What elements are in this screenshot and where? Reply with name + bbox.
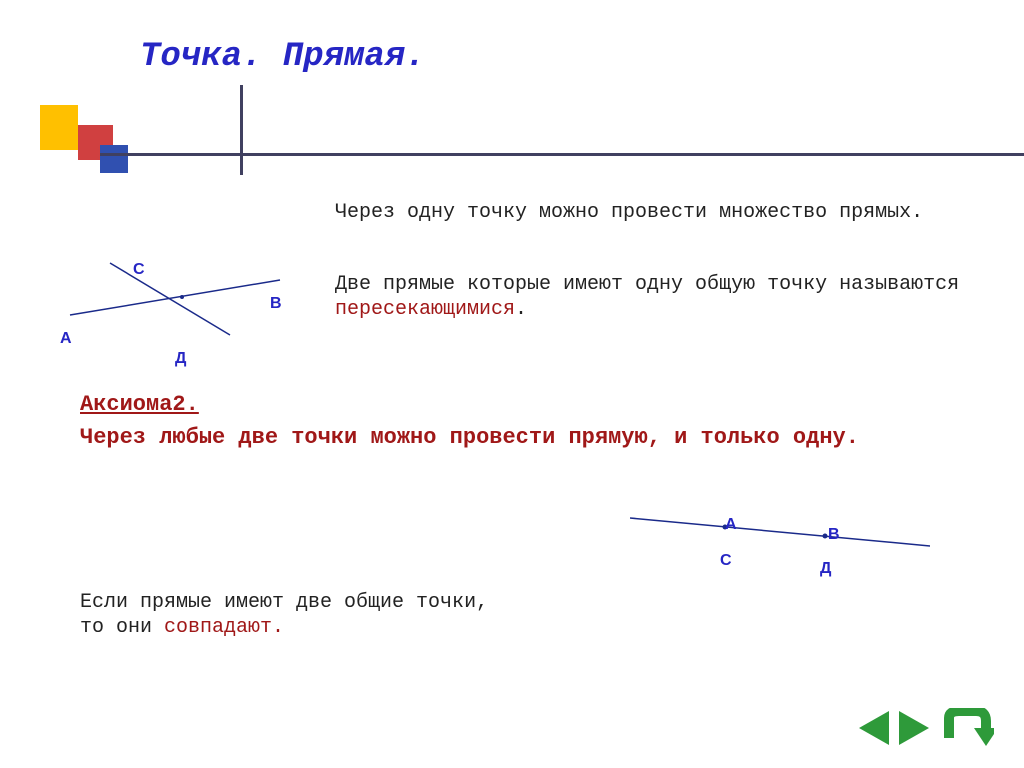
para2-text: Две прямые которые имеют одну общую точк…	[335, 273, 959, 296]
line-cd2	[630, 518, 930, 546]
axiom-body: Через любые две точки можно провести пря…	[80, 424, 900, 452]
nav-return-icon[interactable]	[949, 711, 994, 746]
intersection-point	[180, 295, 184, 299]
page-title: Точка. Прямая.	[140, 38, 426, 76]
diagram-line-two-points: А В С Д	[630, 500, 930, 570]
point-b	[823, 534, 828, 539]
paragraph-1: Через одну точку можно провести множеств…	[335, 200, 975, 225]
label-b: В	[270, 295, 282, 313]
nav-prev-icon[interactable]	[859, 711, 889, 745]
para2-highlight: пересекающимися	[335, 298, 515, 321]
para3-highlight: совпадают.	[164, 616, 284, 639]
label-a: А	[60, 330, 72, 348]
nav-controls	[854, 708, 994, 748]
label2-d: Д	[820, 560, 831, 578]
diagram-intersecting-lines: А В С Д	[55, 255, 295, 345]
nav-next-icon[interactable]	[899, 711, 929, 745]
line-ab	[70, 280, 280, 315]
line-cd	[110, 263, 230, 335]
paragraph-2: Две прямые которые имеют одну общую точк…	[335, 272, 975, 322]
label-c: С	[133, 261, 145, 279]
corner-decoration	[40, 105, 280, 175]
para2-tail: .	[515, 298, 527, 321]
axiom-heading: Аксиома2.	[80, 392, 199, 417]
paragraph-3: Если прямые имеют две общие точки, то он…	[80, 590, 510, 640]
label2-b: В	[828, 526, 840, 544]
label-d: Д	[175, 350, 186, 368]
label2-a: А	[725, 516, 737, 534]
label2-c: С	[720, 552, 732, 570]
